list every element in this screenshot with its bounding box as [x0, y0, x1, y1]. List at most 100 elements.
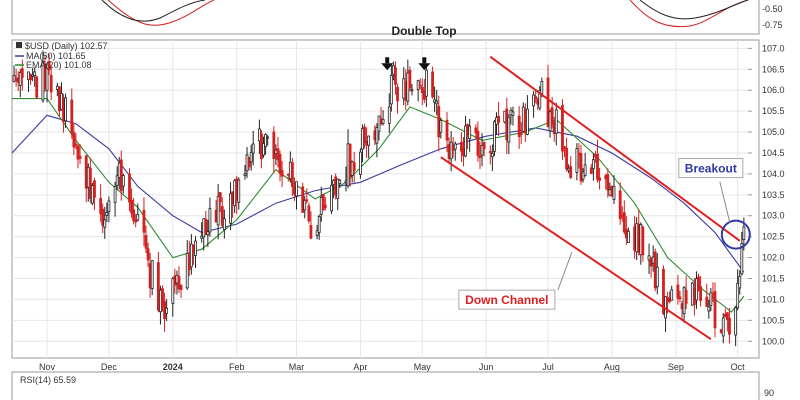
candle	[538, 86, 542, 111]
candle	[161, 285, 164, 312]
y-tick-label: 105.0	[762, 127, 785, 137]
candle	[526, 95, 529, 136]
x-tick-label: Jul	[542, 362, 554, 372]
candle	[74, 133, 78, 150]
candle	[460, 132, 463, 162]
candle	[323, 197, 327, 211]
candle	[309, 211, 313, 240]
double-top-arrow	[381, 57, 394, 71]
y-tick-label: 104.0	[762, 169, 785, 179]
candle	[589, 164, 593, 174]
candle	[146, 242, 150, 267]
top-indicator-panel: -0.50 -0.75	[11, 0, 783, 35]
down-channel	[440, 55, 741, 341]
candle	[321, 193, 325, 211]
down-channel-label-text: Down Channel	[465, 293, 548, 307]
candle	[707, 299, 711, 319]
candle	[165, 299, 169, 322]
candle	[99, 184, 103, 222]
candle	[563, 146, 566, 158]
candle	[554, 102, 558, 146]
candle	[307, 202, 311, 224]
candle	[482, 141, 486, 157]
candle	[208, 197, 212, 237]
top-panel-frame	[11, 0, 760, 35]
candle	[511, 106, 515, 126]
candle	[699, 276, 702, 307]
y-tick-label: 101.0	[762, 294, 785, 304]
y-tick-label: 101.5	[762, 274, 785, 284]
x-tick-label: Sep	[668, 362, 684, 372]
candle	[410, 84, 414, 96]
candle	[216, 183, 220, 240]
candle	[105, 202, 109, 223]
candle	[35, 75, 39, 99]
double-top-arrow	[418, 57, 431, 71]
price-panel-frame	[11, 39, 760, 359]
candle	[249, 144, 253, 171]
chart-title: Double Top	[391, 24, 456, 38]
candle	[464, 115, 467, 158]
x-tick-label: Oct	[731, 362, 746, 372]
candle	[408, 66, 412, 92]
candle	[171, 276, 175, 317]
candle	[315, 224, 319, 240]
candle	[534, 91, 538, 104]
candle	[220, 197, 224, 228]
candle	[317, 214, 321, 240]
candle	[179, 284, 183, 299]
candle	[251, 130, 255, 166]
legend-item-ema20: EMA(20) 101.08	[26, 60, 92, 70]
breakout-circle	[720, 219, 751, 250]
top-panel-line-b	[101, 0, 749, 22]
candle	[381, 110, 385, 126]
y-tick-label: 102.5	[762, 232, 785, 242]
candle	[431, 66, 434, 99]
candle	[185, 240, 189, 290]
rsi-panel-frame	[11, 371, 760, 400]
x-tick-label: Jun	[479, 362, 494, 372]
candle	[517, 106, 521, 149]
breakout-label: Breakout	[678, 158, 744, 179]
candle	[103, 206, 107, 239]
candle	[622, 200, 626, 235]
candle	[305, 188, 309, 204]
candle	[229, 182, 232, 231]
rsi-label: RSI(14) 65.59	[20, 375, 76, 385]
candle	[64, 93, 68, 129]
candle	[478, 141, 482, 169]
x-tick-label: Dec	[101, 362, 118, 372]
candle	[278, 150, 282, 182]
candle	[709, 288, 713, 312]
candle	[243, 165, 247, 180]
x-axis: Nov Dec 2024 Feb Mar Apr May Jun Jul Aug Sep Oct	[39, 362, 745, 372]
candle	[583, 152, 587, 177]
legend-item-ma50: MA(50) 101.65	[26, 51, 86, 61]
candle	[445, 111, 449, 152]
candle	[474, 124, 478, 140]
candle	[476, 121, 480, 162]
candle	[330, 175, 333, 214]
candle	[128, 168, 131, 212]
candle	[424, 64, 428, 108]
candle	[519, 121, 523, 145]
candle	[189, 234, 193, 275]
y-tick-label: 103.0	[762, 211, 785, 221]
candle	[579, 144, 583, 185]
candle	[132, 198, 136, 225]
candle	[684, 276, 688, 310]
y-tick-label: 105.5	[762, 106, 785, 116]
candle	[134, 213, 138, 228]
candle	[468, 118, 472, 152]
rsi-tick-label: 90	[764, 388, 774, 398]
candle	[72, 122, 76, 156]
candle	[88, 157, 92, 204]
candle	[359, 148, 362, 179]
candle	[47, 53, 51, 76]
candle	[177, 266, 181, 294]
candle	[488, 145, 492, 165]
channel-upper-line	[489, 55, 741, 242]
price-panel: 100.0 100.5 101.0 101.5 102.0 102.5 103.0 103.5…	[11, 24, 785, 372]
x-tick-label: Aug	[604, 362, 620, 372]
top-panel-tick-label: -0.50	[762, 4, 783, 14]
